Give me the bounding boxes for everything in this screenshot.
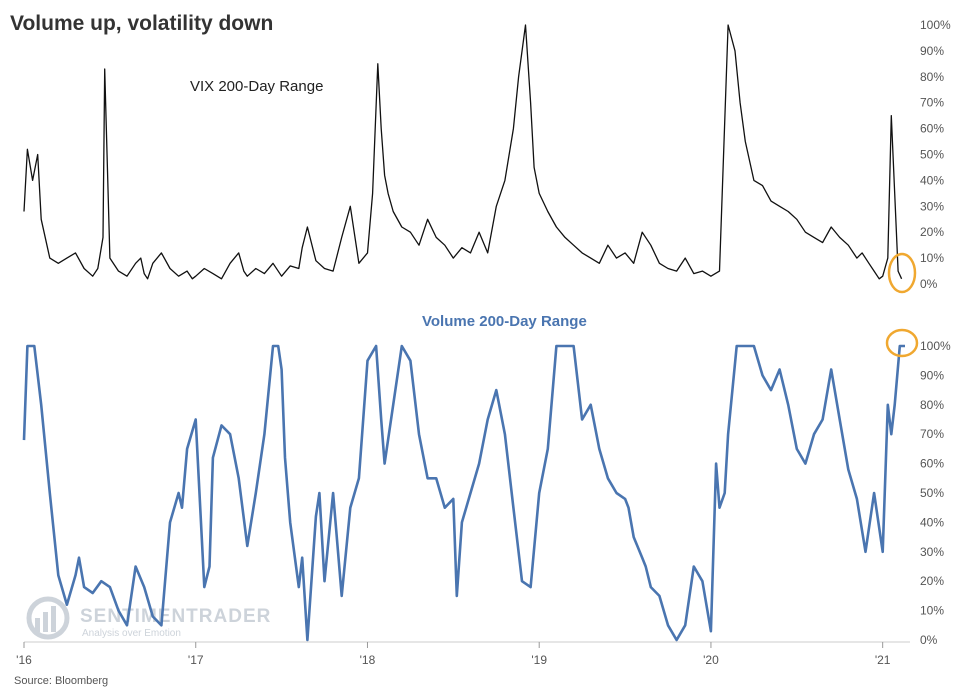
volume-panel-title: Volume 200-Day Range [422,313,587,330]
vix-y-tick-label: 10% [920,251,944,265]
x-axis-ticks: '16 '17 '18 '19 '20 '21 [16,642,891,667]
source-note: Source: Bloomberg [14,675,108,687]
vix-panel-title: VIX 200-Day Range [190,78,323,95]
vix-series-line [23,24,903,280]
vix-y-tick-label: 30% [920,199,944,213]
x-tick-label: '16 [16,653,32,667]
watermark-brand: SENTIMENTRADER [80,606,271,627]
volume-series-line [22,344,905,642]
volume-highlight-circle [885,328,919,358]
vix-y-tick-label: 40% [920,173,944,187]
volume-panel: Volume 200-Day Range 100% 90% 80% 70% 60% 50%… [22,313,951,647]
page-title: Volume up, volatility down [10,12,273,35]
volume-y-axis: 100% 90% 80% 70% 60% 50% 40% 30% 20% 10% 0% [920,339,951,647]
volume-y-tick-label: 40% [920,515,944,529]
x-tick-label: '19 [531,653,547,667]
x-axis: '16 '17 '18 '19 '20 '21 [16,641,910,667]
vix-y-tick-label: 90% [920,44,944,58]
x-tick-label: '20 [703,653,719,667]
volume-y-tick-label: 100% [920,339,951,353]
volume-y-tick-label: 80% [920,398,944,412]
vix-y-tick-label: 70% [920,96,944,110]
x-tick-label: '21 [875,653,891,667]
vix-y-tick-label: 60% [920,122,944,136]
volume-y-tick-label: 50% [920,486,944,500]
vix-highlight-circle [887,252,917,294]
vix-y-tick-label: 80% [920,70,944,84]
vix-y-tick-label: 100% [920,18,951,32]
volume-y-tick-label: 70% [920,427,944,441]
volume-y-tick-label: 90% [920,368,944,382]
volume-y-tick-label: 20% [920,574,944,588]
volume-y-tick-label: 0% [920,633,938,647]
vix-y-tick-label: 20% [920,225,944,239]
x-tick-label: '17 [188,653,204,667]
vix-y-tick-label: 0% [920,277,938,291]
vix-panel: VIX 200-Day Range 100% 90% 80% 70% 60% 50% 40%… [23,18,951,294]
x-tick-label: '18 [360,653,376,667]
volume-y-tick-label: 30% [920,545,944,559]
vix-y-axis: 100% 90% 80% 70% 60% 50% 40% 30% 20% 10% 0% [920,18,951,291]
vix-y-tick-label: 50% [920,148,944,162]
watermark-logo-icon [26,596,70,640]
volume-y-tick-label: 60% [920,457,944,471]
watermark-tagline: Analysis over Emotion [82,628,181,639]
volume-y-tick-label: 10% [920,604,944,618]
